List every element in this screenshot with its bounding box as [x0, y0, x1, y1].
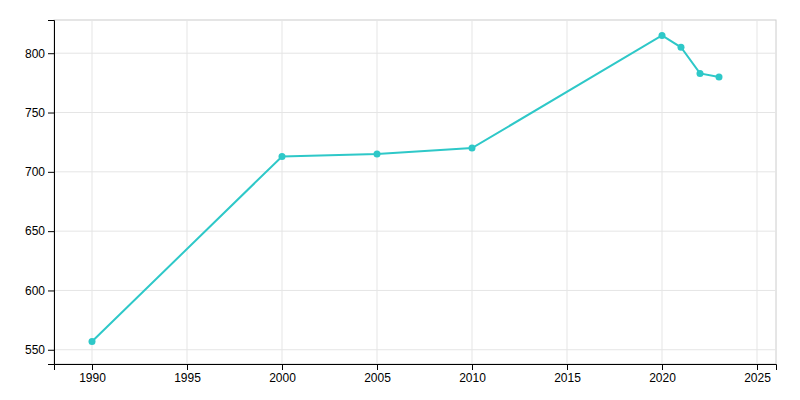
- x-grid-line: [282, 20, 283, 364]
- x-tick-mark: [282, 364, 283, 370]
- x-tick: 2015: [554, 364, 581, 385]
- data-point: [659, 32, 666, 39]
- data-point: [697, 70, 704, 77]
- x-tick-label: 2020: [649, 371, 676, 385]
- x-tick: 2005: [364, 364, 391, 385]
- x-tick-mark: [472, 364, 473, 370]
- x-tick-label: 2010: [459, 371, 486, 385]
- y-tick-label: 550: [25, 343, 45, 357]
- y-grid-line: [54, 171, 776, 172]
- x-tick-label: 2005: [364, 371, 391, 385]
- data-point: [678, 44, 685, 51]
- x-grid-line: [187, 20, 188, 364]
- grid: [54, 20, 776, 364]
- x-grid-line: [92, 20, 93, 364]
- y-grid-line: [54, 53, 776, 54]
- x-tick-mark: [757, 364, 758, 370]
- data-line: [92, 35, 719, 341]
- y-tick: 800: [25, 47, 54, 61]
- data-marks: [89, 32, 723, 345]
- x-grid-line: [377, 20, 378, 364]
- y-axis-line: [48, 21, 55, 365]
- y-tick: 650: [25, 224, 54, 238]
- x-tick: 1995: [174, 364, 201, 385]
- y-tick: 600: [25, 284, 54, 298]
- y-tick-mark: [48, 290, 54, 291]
- x-tick-mark: [567, 364, 568, 370]
- y-tick-label: 600: [25, 284, 45, 298]
- x-axis-line: [55, 365, 777, 371]
- y-axis: 550 600 650 700 750 800: [25, 21, 55, 365]
- y-tick-label: 650: [25, 224, 45, 238]
- plot-frame: [54, 20, 776, 364]
- y-tick: 700: [25, 165, 54, 179]
- x-tick-label: 1990: [79, 371, 106, 385]
- y-grid-line: [54, 231, 776, 232]
- y-tick-mark: [48, 172, 54, 173]
- x-axis: 1990 1995 2000 2005 2010 2015 2020 2025: [55, 364, 777, 385]
- y-tick-mark: [48, 113, 54, 114]
- plot-area: 1990 1995 2000 2005 2010 2015 2020 2025 550 600 65…: [25, 20, 777, 385]
- y-tick: 750: [25, 106, 54, 120]
- x-tick-mark: [187, 364, 188, 370]
- x-grid-line: [662, 20, 663, 364]
- x-tick-mark: [92, 364, 93, 370]
- x-tick: 2010: [459, 364, 486, 385]
- x-tick-mark: [377, 364, 378, 370]
- y-tick-mark: [48, 231, 54, 232]
- y-tick-mark: [48, 350, 54, 351]
- data-point: [374, 151, 381, 158]
- x-tick: 2025: [744, 364, 771, 385]
- y-tick-label: 700: [25, 165, 45, 179]
- y-grid-line: [54, 349, 776, 350]
- x-tick-label: 2025: [744, 371, 771, 385]
- x-grid-line: [757, 20, 758, 364]
- x-grid-line: [567, 20, 568, 364]
- chart-container: 1990 1995 2000 2005 2010 2015 2020 2025 550 600 65…: [0, 0, 800, 400]
- data-point: [469, 145, 476, 152]
- x-tick: 1990: [79, 364, 106, 385]
- chart-svg: 1990 1995 2000 2005 2010 2015 2020 2025 550 600 65…: [0, 0, 800, 400]
- data-point: [89, 338, 96, 345]
- y-grid-line: [54, 290, 776, 291]
- x-tick-label: 1995: [174, 371, 201, 385]
- x-tick: 2020: [649, 364, 676, 385]
- y-tick-label: 750: [25, 106, 45, 120]
- data-point: [279, 153, 286, 160]
- x-tick-label: 2015: [554, 371, 581, 385]
- data-point: [716, 73, 723, 80]
- x-grid-line: [472, 20, 473, 364]
- x-tick-mark: [662, 364, 663, 370]
- y-grid-line: [54, 112, 776, 113]
- y-tick-mark: [48, 53, 54, 54]
- y-tick-label: 800: [25, 47, 45, 61]
- x-tick-label: 2000: [269, 371, 296, 385]
- y-tick: 550: [25, 343, 54, 357]
- x-tick: 2000: [269, 364, 296, 385]
